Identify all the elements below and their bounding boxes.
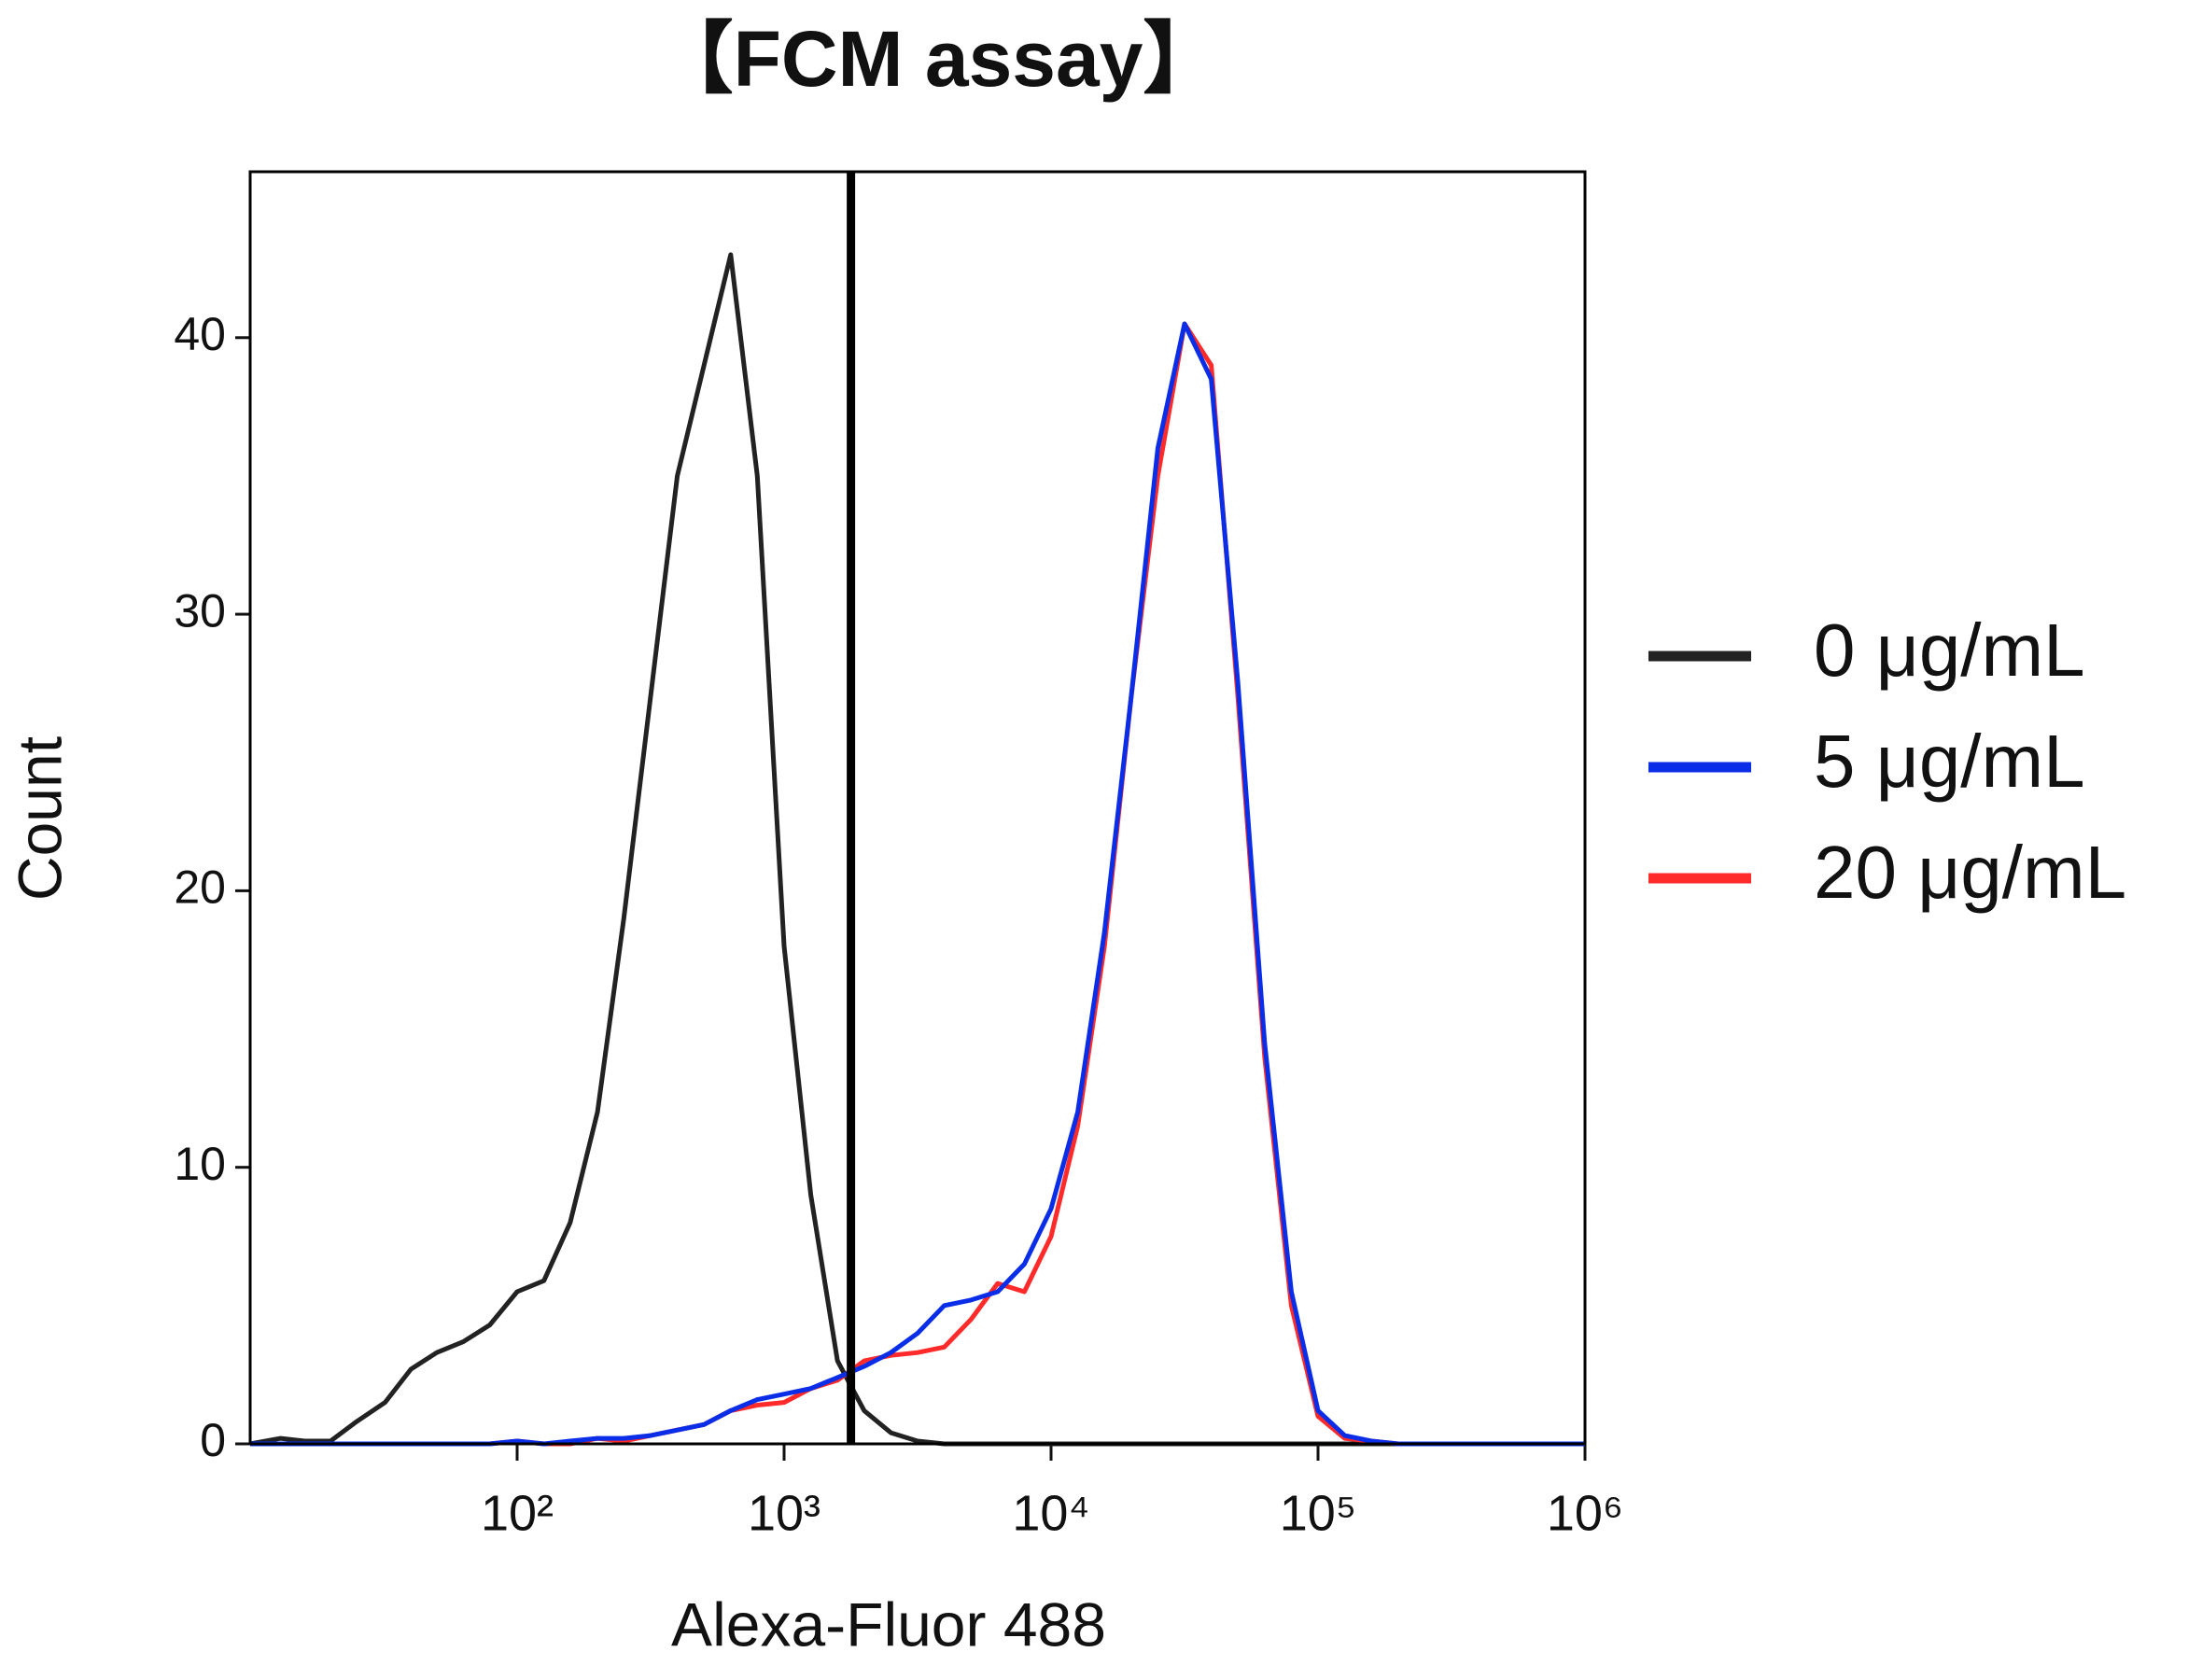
x-tick-label: 10² [481, 1485, 554, 1541]
series-line [250, 321, 1585, 1447]
y-tick-label: 10 [174, 1138, 226, 1190]
legend-label: 5 μg/mL [1814, 720, 2085, 803]
x-tick-label: 10³ [748, 1485, 820, 1541]
x-axis-label: Alexa-Fluor 488 [671, 1589, 1106, 1659]
y-tick-label: 0 [200, 1414, 226, 1466]
x-tick-label: 10⁵ [1280, 1485, 1356, 1541]
y-tick-label: 20 [174, 861, 226, 914]
series-line [249, 252, 1585, 1447]
plot-frame [248, 170, 1587, 1446]
legend-label: 20 μg/mL [1814, 831, 2126, 914]
legend-label: 0 μg/mL [1814, 609, 2085, 692]
y-axis-label: Count [5, 736, 74, 901]
y-tick-label: 30 [174, 584, 226, 637]
chart-title: 【FCM assay】 [655, 15, 1222, 103]
y-tick-label: 40 [174, 308, 226, 360]
x-tick-label: 10⁶ [1547, 1485, 1623, 1541]
series-line [250, 321, 1585, 1447]
x-tick-label: 10⁴ [1012, 1485, 1089, 1541]
